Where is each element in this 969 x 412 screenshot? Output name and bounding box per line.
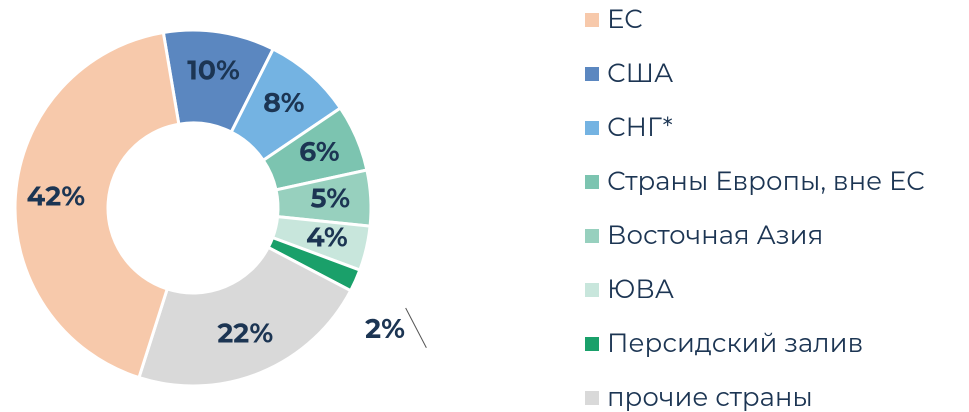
legend-swatch <box>585 337 599 351</box>
leader-line <box>405 307 427 348</box>
legend-swatch <box>585 13 599 27</box>
legend-swatch <box>585 121 599 135</box>
data-label: 4% <box>306 220 347 253</box>
legend-label: Страны Европы, вне ЕС <box>607 165 925 197</box>
data-label: 2% <box>365 312 405 345</box>
legend-label: Восточная Азия <box>607 219 823 251</box>
data-label: 10% <box>187 53 240 86</box>
legend-label: ЮВА <box>607 273 674 305</box>
legend-swatch <box>585 283 599 297</box>
data-label: 42% <box>27 180 85 213</box>
legend-swatch <box>585 67 599 81</box>
legend-label: прочие страны <box>607 381 813 412</box>
legend-swatch <box>585 391 599 405</box>
slice <box>137 245 353 388</box>
legend-swatch <box>585 229 599 243</box>
legend-label: ЕС <box>607 3 643 35</box>
data-label: 8% <box>263 86 304 119</box>
legend-label: Персидский залив <box>607 327 863 359</box>
data-label: 5% <box>311 182 350 215</box>
data-label: 6% <box>299 135 339 168</box>
data-label: 22% <box>217 316 273 349</box>
legend-swatch <box>585 175 599 189</box>
legend-label: США <box>607 57 673 89</box>
legend-label: СНГ* <box>607 111 673 143</box>
slice <box>13 30 181 380</box>
